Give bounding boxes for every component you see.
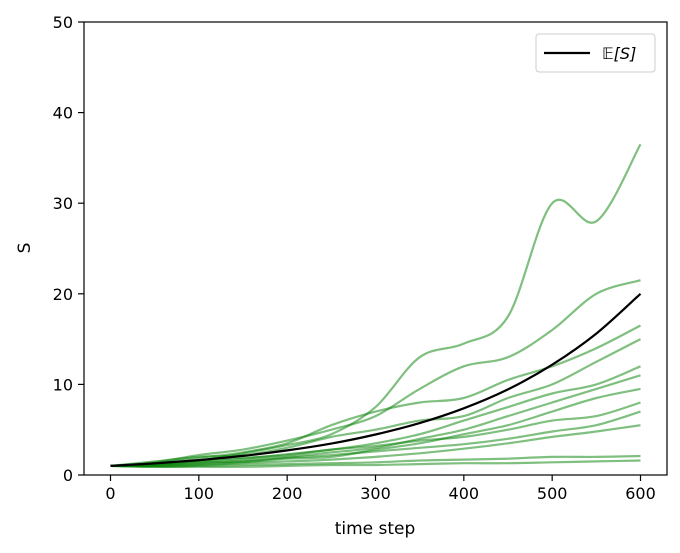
- x-tick-label: 600: [625, 484, 656, 503]
- y-tick-label: 40: [53, 104, 73, 123]
- expected-line-layer: [110, 292, 642, 467]
- x-tick-label: 500: [537, 484, 568, 503]
- x-tick-label: 300: [360, 484, 391, 503]
- x-tick-label: 0: [105, 484, 115, 503]
- legend-label-expected: 𝔼[S]: [602, 44, 636, 63]
- sample-path-3: [110, 324, 642, 467]
- y-tick-label: 20: [53, 285, 73, 304]
- expected-line: [110, 292, 642, 467]
- y-tick-label: 30: [53, 194, 73, 213]
- y-axis-label: S: [15, 243, 35, 254]
- sample-path-1: [110, 143, 642, 467]
- sample-path-12: [110, 459, 641, 468]
- y-tick-label: 50: [53, 13, 73, 32]
- legend: 𝔼[S]: [535, 33, 656, 73]
- x-axis-label: time step: [335, 519, 416, 539]
- x-tick-label: 400: [449, 484, 480, 503]
- sample-paths: [110, 143, 642, 468]
- y-tick-label: 10: [53, 375, 73, 394]
- x-tick-label: 200: [272, 484, 303, 503]
- axes: 0 100 200 300 400 500 600 0 10 20 30 40 50: [53, 13, 668, 503]
- y-tick-label: 0: [63, 466, 73, 485]
- sample-path-2: [110, 279, 641, 467]
- sample-path-4: [110, 338, 642, 467]
- sample-path-9: [110, 410, 641, 467]
- x-tick-label: 100: [184, 484, 215, 503]
- legend-frame: [535, 33, 656, 73]
